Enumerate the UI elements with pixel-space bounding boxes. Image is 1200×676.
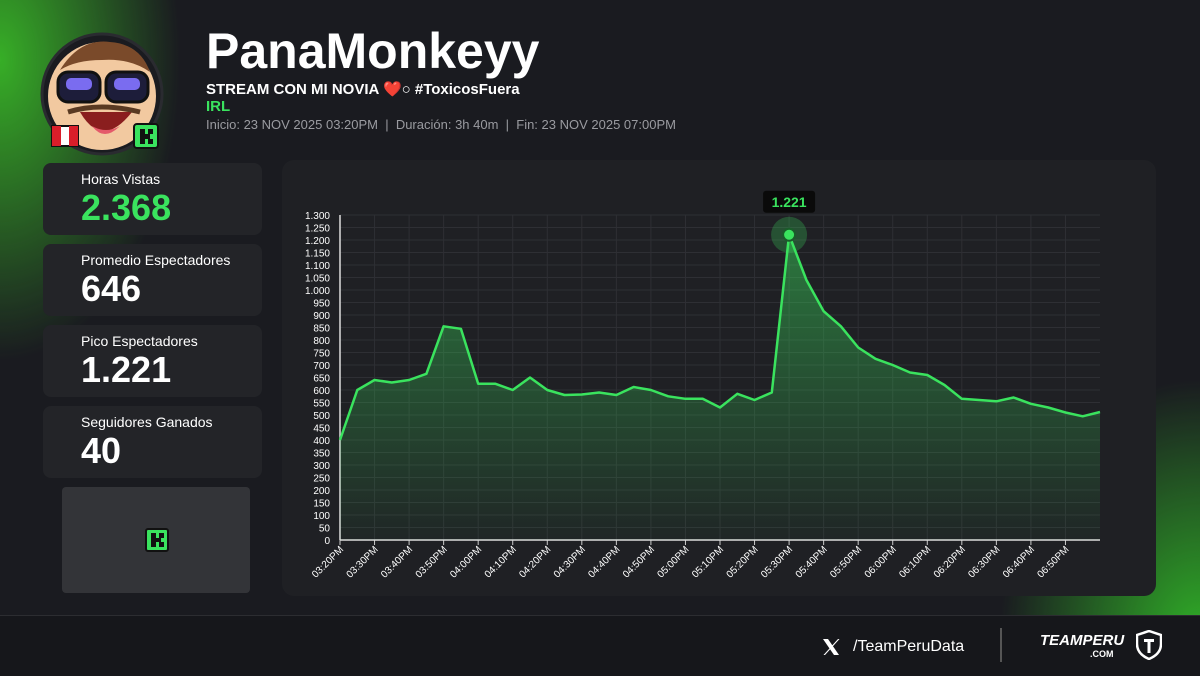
- area: [340, 234, 1100, 541]
- x-tick-label: 04:20PM: [517, 544, 553, 580]
- y-tick-label: 650: [313, 374, 330, 385]
- x-tick-label: 06:00PM: [863, 544, 899, 580]
- stat-value: 40: [81, 430, 122, 471]
- x-tick-label: 04:40PM: [586, 544, 622, 580]
- x-tick-label: 05:50PM: [828, 544, 864, 580]
- x-tick-label: 04:10PM: [483, 544, 519, 580]
- y-tick-label: 1.050: [305, 274, 330, 285]
- y-tick-label: 300: [313, 461, 330, 472]
- x-tick-label: 06:20PM: [932, 544, 968, 580]
- footer: /TeamPeruData TEAMPERU .COM: [0, 615, 1200, 676]
- y-tick-label: 600: [313, 386, 330, 397]
- y-tick-label: 750: [313, 349, 330, 360]
- y-tick-label: 0: [324, 536, 330, 547]
- x-tick-label: 06:50PM: [1035, 544, 1071, 580]
- x-tick-label: 04:30PM: [552, 544, 588, 580]
- x-tick-label: 05:40PM: [794, 544, 830, 580]
- stream-title: STREAM CON MI NOVIA ❤️○ #ToxicosFuera: [206, 81, 520, 98]
- channel-name: PanaMonkeyy: [206, 23, 540, 79]
- brand-shield: [1136, 630, 1162, 660]
- y-tick-label: 1.150: [305, 249, 330, 260]
- stat-value: 2.368: [81, 187, 172, 228]
- brand-suffix: .COM: [1090, 649, 1114, 659]
- y-tick-label: 550: [313, 399, 330, 410]
- stat-value: 1.221: [81, 349, 172, 390]
- y-tick-label: 1.100: [305, 261, 330, 272]
- social-handle: /TeamPeruData: [853, 638, 965, 655]
- peak-label: 1.221: [772, 194, 807, 210]
- stat-label: Promedio Espectadores: [81, 252, 231, 268]
- chart-panel: 0 50 100 150 200 250 300 350 400 450 500 550 600 650 7…: [282, 160, 1156, 596]
- y-tick-label: 200: [313, 486, 330, 497]
- stat-card: Pico Espectadores 1.221: [43, 325, 262, 397]
- y-tick-label: 400: [313, 436, 330, 447]
- x-tick-label: 06:30PM: [966, 544, 1002, 580]
- x-tick-label: 03:20PM: [310, 544, 346, 580]
- y-tick-label: 1.250: [305, 224, 330, 235]
- y-tick-label: 900: [313, 311, 330, 322]
- y-tick-label: 850: [313, 324, 330, 335]
- y-tick-label: 950: [313, 299, 330, 310]
- peak-label-box: [763, 190, 816, 213]
- stat-card: Promedio Espectadores 646: [43, 244, 262, 316]
- x-tick-label: 03:30PM: [345, 544, 381, 580]
- y-tick-label: 1.000: [305, 286, 330, 297]
- avatar: [40, 32, 164, 156]
- y-tick-label: 50: [319, 524, 331, 535]
- x-tick-label: 04:00PM: [448, 544, 484, 580]
- x-tick-label: 06:40PM: [1001, 544, 1037, 580]
- divider: [1000, 628, 1002, 662]
- y-tick-label: 250: [313, 474, 330, 485]
- y-tick-label: 1.300: [305, 211, 330, 222]
- x-tick-label: 06:10PM: [897, 544, 933, 580]
- x-tick-label: 05:20PM: [725, 544, 761, 580]
- y-tick-label: 150: [313, 499, 330, 510]
- y-tick-label: 1.200: [305, 236, 330, 247]
- x-logo: [823, 639, 840, 655]
- stat-label: Seguidores Ganados: [81, 414, 213, 430]
- line: [338, 233, 1101, 441]
- brand-name: TEAMPERU: [1040, 632, 1125, 649]
- stream-category: IRL: [206, 98, 231, 115]
- y-tick-label: 800: [313, 336, 330, 347]
- platform-box: [62, 487, 250, 593]
- y-tick-label: 450: [313, 424, 330, 435]
- stat-card: Horas Vistas 2.368: [43, 163, 262, 235]
- x-tick-label: 03:50PM: [414, 544, 450, 580]
- y-tick-label: 500: [313, 411, 330, 422]
- y-tick-label: 700: [313, 361, 330, 372]
- peak-marker: [782, 227, 797, 242]
- stat-value: 646: [81, 268, 142, 309]
- x-tick-label: 05:10PM: [690, 544, 726, 580]
- x-tick-label: 05:00PM: [655, 544, 691, 580]
- stream-info: Inicio: 23 NOV 2025 03:20PM | Duración: …: [206, 117, 676, 132]
- x-tick-label: 03:40PM: [379, 544, 415, 580]
- x-tick-label: 05:30PM: [759, 544, 795, 580]
- x-tick-label: 04:50PM: [621, 544, 657, 580]
- y-tick-label: 100: [313, 511, 330, 522]
- stat-card: Seguidores Ganados 40: [43, 406, 262, 478]
- stat-label: Pico Espectadores: [81, 333, 198, 349]
- y-tick-label: 350: [313, 449, 330, 460]
- stat-label: Horas Vistas: [81, 171, 161, 187]
